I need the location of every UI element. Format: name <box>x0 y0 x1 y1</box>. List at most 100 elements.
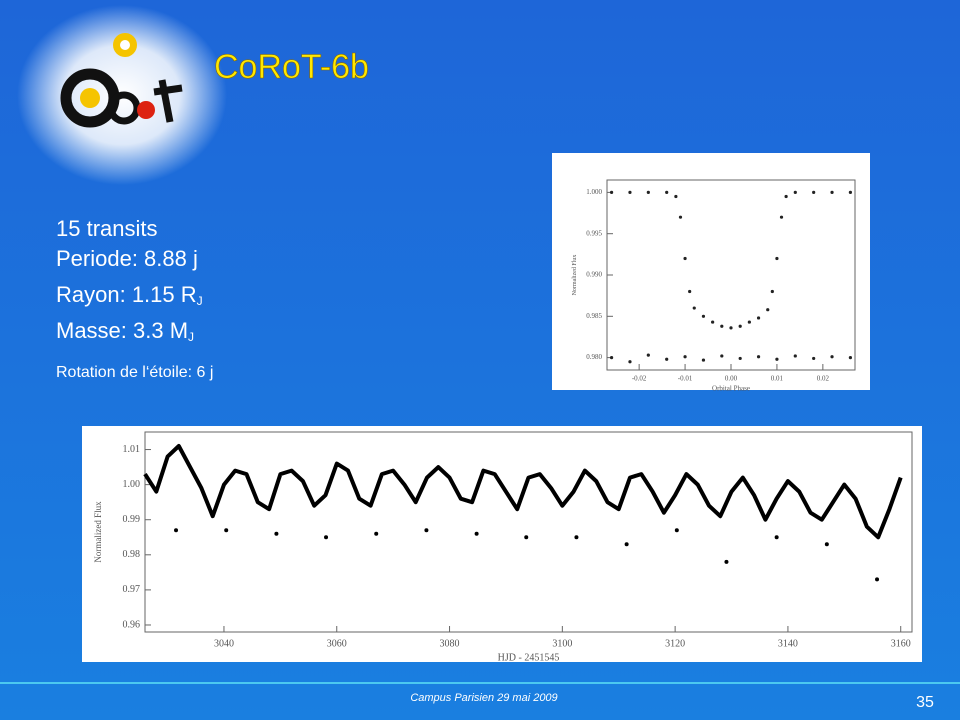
data-point <box>646 353 650 357</box>
y-tick-label: 1.01 <box>123 444 141 455</box>
y-axis-label: Normalized Flux <box>572 255 578 296</box>
data-line <box>143 444 903 540</box>
data-point <box>665 357 669 361</box>
data-point <box>830 190 834 194</box>
data-point <box>683 355 687 359</box>
data-point <box>424 528 429 533</box>
data-point <box>701 314 706 318</box>
data-point <box>720 324 724 328</box>
data-point <box>701 358 706 362</box>
x-tick-label: 3060 <box>327 638 347 649</box>
y-tick-label: 0.98 <box>123 549 141 560</box>
fact: Masse: 3.3 MJ <box>56 318 194 344</box>
fact-text: 15 transits <box>56 216 158 241</box>
data-point <box>711 320 715 324</box>
page-number: 35 <box>916 694 934 711</box>
plot-frame <box>552 153 870 390</box>
title: CoRoT-6b <box>214 48 369 86</box>
note: Rotation de l‘étoile: 6 j <box>56 364 213 381</box>
x-tick-label: 3040 <box>214 638 234 649</box>
data-point <box>738 356 742 361</box>
data-point <box>688 289 692 294</box>
data-point <box>848 356 853 360</box>
data-point <box>747 320 751 324</box>
y-tick-label: 1.00 <box>123 479 141 490</box>
x-axis-label: HJD - 2451545 <box>498 652 560 663</box>
data-point <box>775 357 779 361</box>
data-point <box>665 190 669 194</box>
x-axis-label: Orbital Phase <box>712 384 750 392</box>
data-point <box>674 528 679 533</box>
x-tick-label: -0.02 <box>632 375 647 383</box>
fact-text: Rayon: 1.15 R <box>56 282 197 307</box>
x-tick-label: 3080 <box>440 638 460 649</box>
data-point <box>674 194 678 199</box>
data-point <box>793 354 797 358</box>
y-axis-label: Normalized Flux <box>93 501 103 563</box>
x-tick-label: 0.01 <box>771 375 784 383</box>
data-point <box>474 531 479 536</box>
y-tick-label: 1.000 <box>586 188 602 196</box>
y-tick-label: 0.985 <box>586 312 602 320</box>
plot: -0.02 -0.01 0.00 0.01 0.02 1.000 0.995 0.990 0.9… <box>572 179 856 392</box>
data-point <box>875 577 880 582</box>
fact-text: Masse: 3.3 M <box>56 318 188 343</box>
x-tick-label: 0.00 <box>725 375 738 383</box>
data-point <box>824 542 829 547</box>
data-point <box>274 531 279 536</box>
data-point <box>812 356 816 361</box>
data-point <box>779 215 784 219</box>
data-point <box>830 355 834 359</box>
data-point <box>324 535 329 540</box>
data-point <box>756 355 761 359</box>
data-point <box>574 535 579 540</box>
data-point <box>729 326 733 330</box>
footer: Campus Parisien 29 mai 2009 <box>410 692 557 704</box>
data-point <box>848 190 853 194</box>
data-point <box>628 360 632 364</box>
x-tick-label: 3120 <box>665 638 685 649</box>
data-point <box>793 190 797 194</box>
plot-area <box>144 431 913 633</box>
x-tick-label: 3160 <box>891 638 911 649</box>
x-tick-label: 3140 <box>778 638 798 649</box>
data-point <box>766 308 770 312</box>
data-point <box>609 356 614 360</box>
fact: 15 transits <box>56 216 158 241</box>
data-point <box>683 256 687 261</box>
data-point <box>374 531 379 536</box>
data-point <box>812 190 816 194</box>
data-point <box>609 190 614 194</box>
x-tick-label: -0.01 <box>678 375 693 383</box>
data-point <box>628 190 632 194</box>
data-point <box>784 194 788 199</box>
data-point <box>678 215 683 219</box>
data-point <box>720 354 724 358</box>
fact: Periode: 8.88 j <box>56 246 198 271</box>
data-point <box>738 324 742 328</box>
y-tick-label: 0.96 <box>123 619 141 630</box>
y-tick-label: 0.995 <box>586 229 602 237</box>
plot: 3040 3060 3080 3100 3120 3140 3160 0.96 0.97 0.98… <box>93 431 913 663</box>
data-point <box>775 256 779 261</box>
data-point <box>524 535 529 540</box>
plot-frame <box>82 426 922 662</box>
y-tick-label: 0.97 <box>123 584 141 595</box>
fact: Rayon: 1.15 RJ <box>56 282 203 308</box>
data-point <box>770 289 774 294</box>
y-tick-label: 0.980 <box>586 353 602 361</box>
x-tick-label: 3100 <box>552 638 572 649</box>
fact-subscript: J <box>188 330 194 344</box>
data-point <box>646 190 650 194</box>
data-point <box>224 528 229 533</box>
y-tick-label: 0.99 <box>123 514 141 525</box>
fact-text: Periode: 8.88 j <box>56 246 198 271</box>
data-point <box>624 542 629 547</box>
logo <box>60 33 183 128</box>
data-point <box>174 528 179 533</box>
x-tick-label: 0.02 <box>817 375 830 383</box>
data-point <box>774 535 779 540</box>
